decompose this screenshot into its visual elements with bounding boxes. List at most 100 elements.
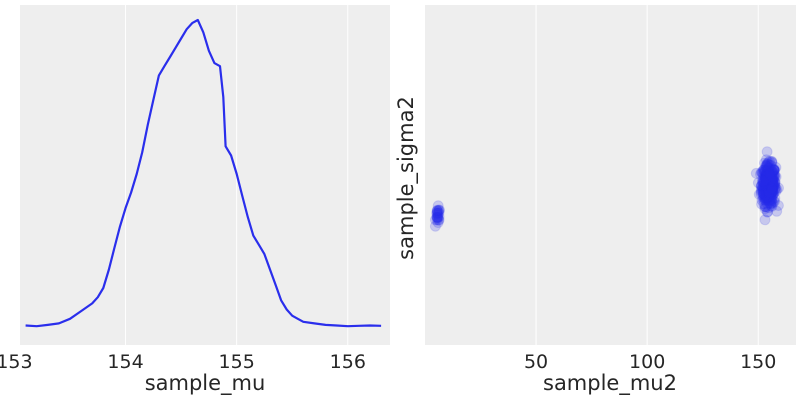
scatter-point [766,186,778,198]
scatter-point [763,179,775,191]
scatter-point [764,179,776,191]
scatter-point [762,169,774,181]
scatter-point [765,168,777,180]
scatter-point [764,167,776,179]
scatter-point [762,166,774,178]
scatter-point [771,183,783,195]
scatter-point [757,187,769,199]
scatter-point [761,175,773,186]
scatter-point [766,183,778,195]
scatter-point [431,214,443,226]
scatter-point [764,155,776,167]
scatter-point [766,178,778,190]
scatter-point [759,214,771,226]
scatter-point [763,171,775,183]
scatter-point [757,187,769,199]
scatter-point [763,174,775,185]
scatter-point [767,188,779,200]
scatter-point [759,176,770,188]
scatter-point [764,168,775,180]
scatter-point [760,193,772,205]
scatter-point [765,195,777,207]
scatter-point [764,171,776,183]
scatter-point [769,178,780,190]
scatter-point [763,169,775,181]
scatter-point [767,175,779,187]
scatter-point [756,194,768,206]
scatter-point [760,177,772,189]
scatter-point [767,170,779,182]
scatter-point [764,171,776,183]
scatter-point [760,171,772,183]
scatter-point [766,177,778,189]
scatter-point [763,169,775,181]
scatter-point [763,173,775,185]
scatter-point [769,176,781,188]
scatter-point [758,191,769,203]
scatter-point [763,180,775,192]
scatter-point [756,167,768,179]
scatter-point [758,171,770,183]
scatter-plot-area [425,5,796,345]
scatter-point [762,185,774,197]
scatter-point [767,183,778,195]
kde-x-tick-label: 155 [219,351,255,373]
scatter-point [767,182,779,194]
scatter-point [757,173,769,185]
scatter-point [761,165,773,177]
scatter-point [759,201,771,213]
scatter-point [761,183,773,195]
scatter-point [762,178,774,190]
scatter-point [760,185,772,197]
scatter-point [759,182,771,194]
scatter-x-tick-label: 50 [524,351,548,373]
scatter-point [769,192,781,204]
scatter-point [762,169,774,181]
scatter-point [767,182,778,194]
scatter-point [761,158,773,170]
scatter-point [761,186,772,198]
scatter-point [759,190,771,201]
scatter-point [765,175,777,187]
scatter-point [766,168,778,180]
scatter-point [764,189,776,201]
scatter-point [760,189,772,201]
kde-x-tick-label: 154 [107,351,143,373]
scatter-point [433,214,445,226]
scatter-point [759,192,771,204]
scatter-point [763,170,775,182]
scatter-point [759,171,771,183]
scatter-point [764,181,776,193]
scatter-point [432,212,444,224]
scatter-point [755,166,767,178]
scatter-point [431,211,443,223]
scatter-point [764,178,775,190]
scatter-point [757,183,769,195]
scatter-point [761,169,773,181]
scatter-point [765,172,777,184]
scatter-point [755,185,767,197]
scatter-point [431,211,443,223]
scatter-point [767,180,779,192]
scatter-point [763,182,775,194]
scatter-point [758,190,770,202]
scatter-point [765,194,776,206]
scatter-point [760,169,771,181]
scatter-point [755,168,766,180]
scatter-point [763,187,775,199]
scatter-point [760,180,772,192]
scatter-point [766,176,778,188]
scatter-point [766,187,777,199]
scatter-point [763,189,775,201]
scatter-point [767,171,779,183]
scatter-point [763,192,774,204]
kde-x-tick-label: 153 [0,351,33,373]
scatter-point [764,176,776,188]
scatter-point [765,197,777,209]
scatter-point [760,179,771,191]
scatter-point [765,172,777,183]
scatter-point [767,182,779,194]
scatter-point [765,170,777,182]
scatter-point [763,194,775,206]
scatter-point [759,164,771,176]
